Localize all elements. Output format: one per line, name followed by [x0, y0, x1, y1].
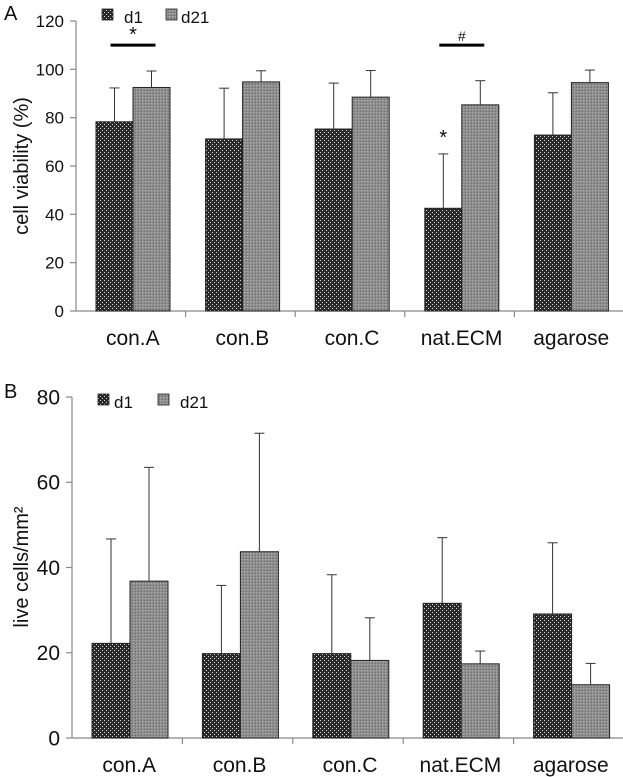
y-tick-label: 60 — [37, 472, 60, 495]
significance-marker: # — [458, 28, 466, 44]
bar-d21-3 — [461, 104, 500, 312]
bar-d1-1 — [205, 138, 244, 312]
y-axis-label: cell viability (%) — [11, 97, 33, 235]
y-tick-label: 60 — [45, 157, 64, 176]
y-tick-label: 40 — [45, 205, 64, 224]
legend-label-d21: d21 — [180, 393, 208, 412]
bar-d1-2 — [312, 653, 352, 739]
bar-d1-3 — [422, 602, 462, 739]
bar-d1-4 — [533, 134, 572, 312]
legend-label-d1: d1 — [124, 8, 143, 27]
x-tick-label: nat.ECM — [420, 754, 502, 777]
legend-swatch-d21 — [165, 8, 178, 21]
bar-d1-2 — [314, 128, 353, 312]
x-tick-label: con.A — [106, 327, 160, 350]
significance-marker: * — [439, 127, 447, 149]
y-tick-label: 0 — [55, 302, 64, 321]
bar-d21-4 — [570, 82, 609, 312]
bar-d1-0 — [91, 642, 131, 739]
bar-d21-1 — [242, 81, 281, 312]
legend-label-d21: d21 — [181, 8, 209, 27]
bar-d21-0 — [132, 86, 171, 312]
x-tick-label: agarose — [533, 327, 609, 350]
legend-swatch-d21 — [157, 393, 170, 406]
bar-d1-4 — [533, 613, 573, 739]
y-tick-label: 40 — [37, 557, 60, 580]
x-tick-label: con.C — [325, 327, 380, 350]
legend-swatch-d1 — [97, 393, 110, 406]
panel-label: A — [4, 3, 18, 25]
bar-d1-1 — [201, 653, 241, 739]
y-tick-label: 100 — [36, 60, 64, 79]
y-tick-label: 20 — [37, 642, 60, 665]
x-tick-label: con.B — [213, 754, 267, 777]
bar-d21-1 — [239, 551, 279, 739]
legend-swatch-d1 — [101, 8, 114, 21]
bar-d21-0 — [129, 580, 169, 739]
y-tick-label: 120 — [36, 12, 64, 31]
bar-d21-3 — [460, 663, 500, 739]
legend-label-d1: d1 — [114, 393, 133, 412]
y-tick-label: 80 — [37, 386, 60, 409]
x-tick-label: con.C — [323, 754, 378, 777]
panel-label: B — [4, 381, 17, 403]
x-tick-label: con.B — [216, 327, 270, 350]
bar-d21-2 — [350, 659, 390, 739]
bar-d1-0 — [95, 121, 134, 312]
x-tick-label: con.A — [102, 754, 156, 777]
bar-d21-2 — [351, 96, 390, 312]
bar-d21-4 — [571, 684, 611, 739]
y-tick-label: 0 — [48, 727, 60, 750]
panel-b: B 0 20 40 60 80 live cells/mm² con.A con.B con.C n… — [4, 381, 623, 777]
y-axis-label: live cells/mm² — [11, 506, 33, 627]
bar-d1-3 — [424, 207, 463, 312]
x-tick-label: agarose — [533, 754, 609, 777]
y-tick-label: 20 — [45, 254, 64, 273]
significance-marker: * — [129, 24, 137, 46]
panel-a: A 0 20 40 60 80 100 120 cell viability (%) con.A c… — [4, 3, 623, 350]
x-tick-label: nat.ECM — [421, 327, 503, 350]
y-tick-label: 80 — [45, 109, 64, 128]
